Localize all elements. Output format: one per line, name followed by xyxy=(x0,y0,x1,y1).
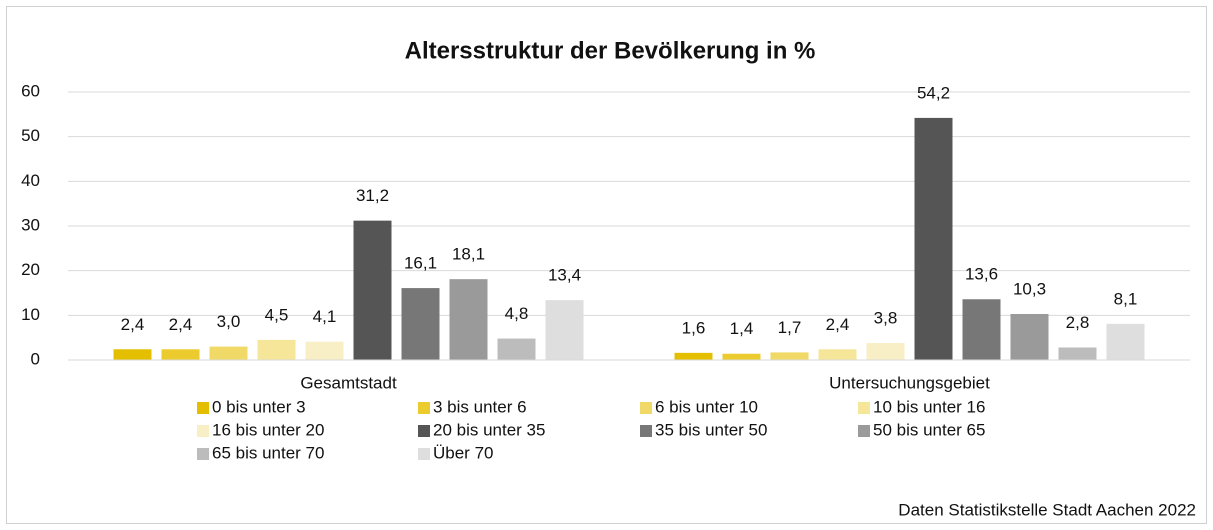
bar xyxy=(353,220,392,360)
legend-swatch xyxy=(197,448,209,460)
bar xyxy=(113,349,152,360)
data-label: 10,3 xyxy=(1013,279,1046,298)
data-label: 3,8 xyxy=(874,309,898,328)
data-label: 31,2 xyxy=(356,186,389,205)
bar xyxy=(161,349,200,360)
bar xyxy=(449,279,488,360)
data-label: 2,4 xyxy=(826,315,850,334)
data-label: 13,6 xyxy=(965,265,998,284)
bar xyxy=(1010,313,1049,360)
data-label: 4,8 xyxy=(505,304,529,323)
bar xyxy=(770,352,809,360)
legend-label: 20 bis unter 35 xyxy=(433,420,545,439)
legend-label: 65 bis unter 70 xyxy=(212,443,324,462)
bar xyxy=(722,353,761,360)
y-tick-label: 50 xyxy=(21,126,40,145)
data-label: 1,6 xyxy=(682,318,706,337)
bar xyxy=(497,338,536,360)
legend-label: 50 bis unter 65 xyxy=(873,420,985,439)
bar xyxy=(914,117,953,360)
legend-label: 10 bis unter 16 xyxy=(873,397,985,416)
y-tick-label: 0 xyxy=(31,349,40,368)
chart-title: Altersstruktur der Bevölkerung in % xyxy=(405,37,816,64)
legend-swatch xyxy=(197,402,209,414)
legend-label: 0 bis unter 3 xyxy=(212,397,306,416)
y-tick-label: 60 xyxy=(21,81,40,100)
x-tick-label: Untersuchungsgebiet xyxy=(829,373,990,392)
legend-label: Über 70 xyxy=(433,443,493,462)
data-label: 16,1 xyxy=(404,254,437,273)
bar xyxy=(818,349,857,360)
y-tick-label: 40 xyxy=(21,171,40,190)
y-tick-label: 10 xyxy=(21,305,40,324)
legend-label: 16 bis unter 20 xyxy=(212,420,324,439)
bar xyxy=(674,352,713,360)
legend-swatch xyxy=(858,402,870,414)
bar xyxy=(305,341,344,360)
data-label: 1,4 xyxy=(730,319,754,338)
x-tick-label: Gesamtstadt xyxy=(300,373,397,392)
bar xyxy=(1106,323,1145,360)
legend-label: 6 bis unter 10 xyxy=(655,397,758,416)
legend-swatch xyxy=(418,448,430,460)
data-label: 1,7 xyxy=(778,318,802,337)
bar xyxy=(401,288,440,360)
source-note: Daten Statistikstelle Stadt Aachen 2022 xyxy=(898,500,1196,519)
y-tick-label: 30 xyxy=(21,215,40,234)
bar xyxy=(545,300,584,360)
data-label: 4,5 xyxy=(265,305,289,324)
bar xyxy=(962,299,1001,360)
legend-swatch xyxy=(418,425,430,437)
legend-label: 35 bis unter 50 xyxy=(655,420,767,439)
legend-swatch xyxy=(418,402,430,414)
data-label: 13,4 xyxy=(548,266,581,285)
data-label: 2,4 xyxy=(121,315,145,334)
chart-border xyxy=(6,6,1207,524)
bar xyxy=(1058,347,1097,360)
bar xyxy=(209,346,248,360)
data-label: 8,1 xyxy=(1114,289,1138,308)
legend-swatch xyxy=(640,402,652,414)
data-label: 2,8 xyxy=(1066,313,1090,332)
legend-label: 3 bis unter 6 xyxy=(433,397,527,416)
data-label: 18,1 xyxy=(452,245,485,264)
data-label: 54,2 xyxy=(917,83,950,102)
data-label: 4,1 xyxy=(313,307,337,326)
y-tick-label: 20 xyxy=(21,260,40,279)
legend-swatch xyxy=(858,425,870,437)
data-label: 3,0 xyxy=(217,312,241,331)
bar xyxy=(866,343,905,360)
legend-swatch xyxy=(640,425,652,437)
legend-swatch xyxy=(197,425,209,437)
bar xyxy=(257,339,296,360)
data-label: 2,4 xyxy=(169,315,193,334)
